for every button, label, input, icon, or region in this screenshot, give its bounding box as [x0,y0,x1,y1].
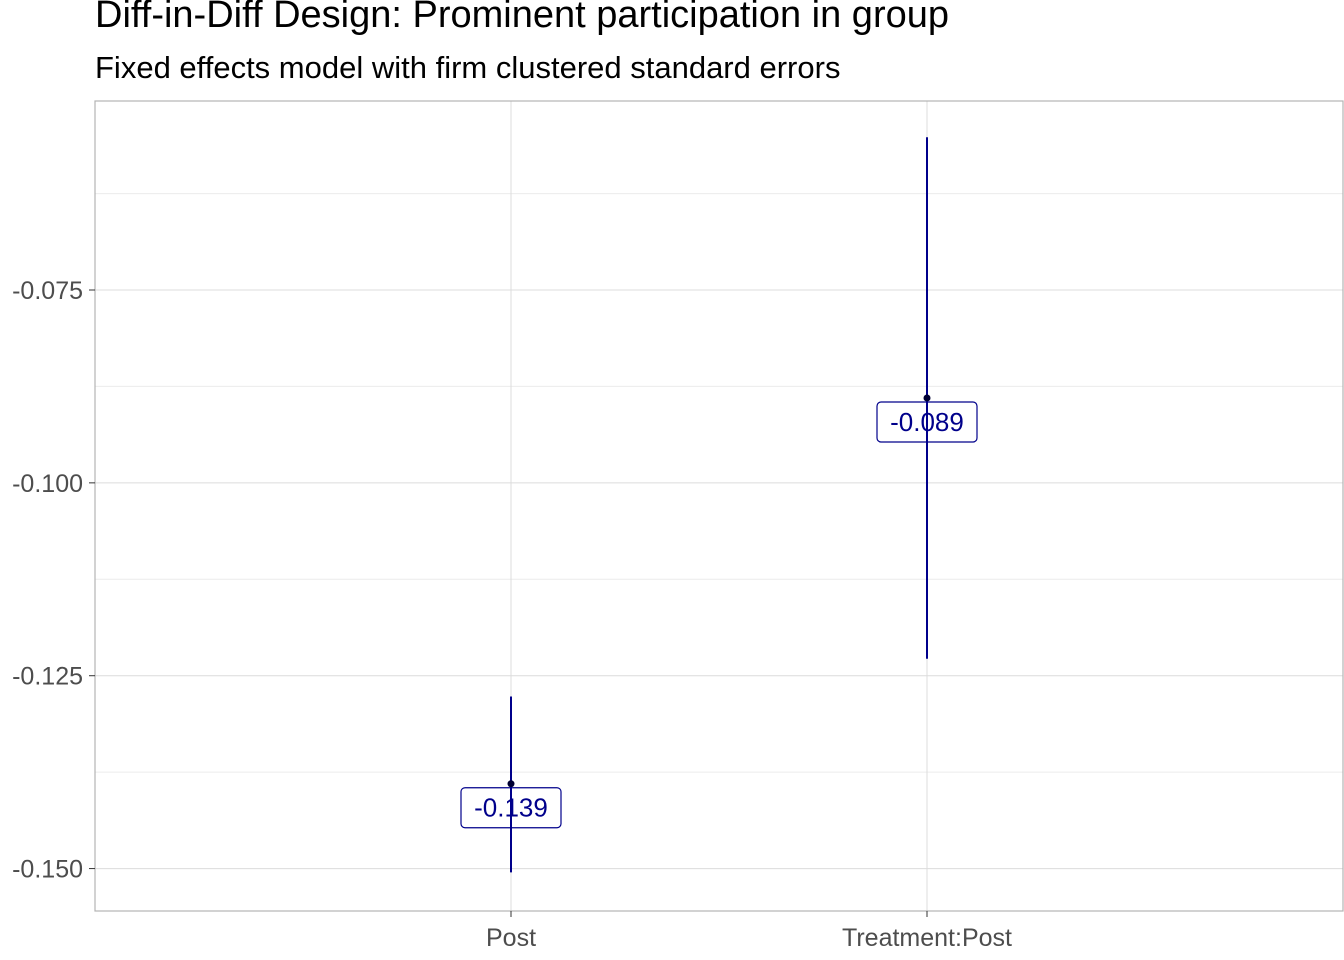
y-tick-label: -0.150 [12,856,83,884]
minor-gridlines [95,193,1343,773]
x-tick-label: Treatment:Post [842,924,1012,952]
point-estimate [923,394,931,402]
chart-title: Diff-in-Diff Design: Prominent participa… [95,0,949,36]
x-axis: Post Treatment:Post [486,911,1012,952]
y-axis: -0.150 -0.125 -0.100 -0.075 [12,277,95,884]
error-bars [507,137,931,873]
y-tick-label: -0.100 [12,470,83,498]
major-gridlines [95,101,1343,911]
x-tick-label: Post [486,924,536,952]
data-labels: -0.139 -0.089 [460,401,978,829]
data-label: -0.139 [474,793,548,823]
panel-border [94,100,1344,912]
data-label-box [460,787,562,829]
y-tick-label: -0.075 [12,277,83,305]
data-label-box [876,401,978,443]
point-estimate [507,780,515,788]
chart-subtitle: Fixed effects model with firm clustered … [95,50,841,85]
data-label: -0.089 [890,407,964,437]
y-tick-label: -0.125 [12,663,83,691]
